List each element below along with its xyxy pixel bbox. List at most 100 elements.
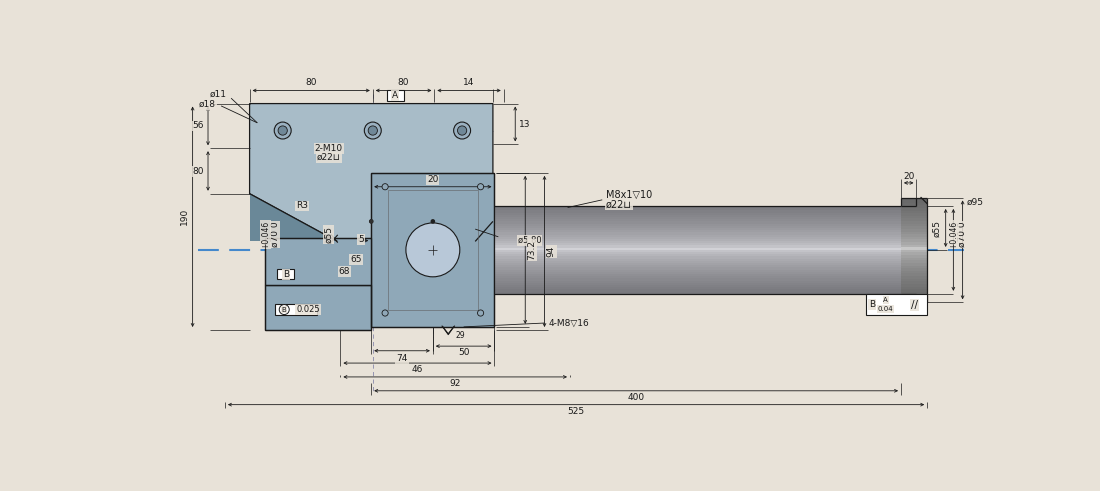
Bar [495, 280, 901, 283]
Bar [901, 252, 927, 255]
Text: 74: 74 [396, 354, 408, 363]
Bar [901, 229, 927, 232]
Bar [495, 265, 901, 268]
Circle shape [382, 310, 388, 316]
Bar [901, 208, 927, 211]
Bar [495, 250, 901, 252]
Circle shape [278, 126, 287, 135]
Circle shape [368, 219, 374, 224]
Text: //: // [911, 300, 917, 309]
Text: 2-M10: 2-M10 [315, 144, 343, 153]
Bar [901, 205, 927, 208]
Bar [901, 258, 927, 260]
Bar [901, 268, 927, 271]
Circle shape [370, 219, 373, 223]
Bar [495, 289, 901, 292]
Text: +0.046: +0.046 [948, 220, 958, 248]
Bar [901, 197, 927, 200]
Bar [495, 219, 901, 221]
Bar [495, 206, 901, 208]
Text: 13: 13 [519, 120, 530, 129]
Text: 14: 14 [463, 79, 475, 87]
Text: ø22⊔: ø22⊔ [606, 199, 632, 210]
Circle shape [368, 126, 377, 135]
Text: 56: 56 [192, 121, 205, 131]
Bar [901, 279, 927, 281]
Text: 0.025: 0.025 [296, 305, 320, 314]
Circle shape [406, 223, 460, 277]
Bar [901, 211, 927, 213]
Text: R3: R3 [296, 201, 308, 211]
Bar [495, 283, 901, 285]
Bar [495, 254, 901, 256]
Bar [495, 252, 901, 254]
Bar [495, 276, 901, 278]
Text: ø55: ø55 [932, 220, 942, 237]
Text: 0.04: 0.04 [878, 306, 893, 312]
Circle shape [458, 126, 466, 135]
Polygon shape [250, 193, 338, 242]
Text: A: A [392, 91, 398, 100]
Circle shape [430, 219, 436, 224]
Bar [901, 295, 927, 297]
Bar [901, 247, 927, 250]
Text: 5: 5 [359, 235, 364, 244]
Text: 20: 20 [427, 175, 439, 185]
Text: 46: 46 [411, 365, 424, 374]
Bar [901, 237, 927, 240]
Bar [901, 266, 927, 268]
Text: 190: 190 [179, 208, 189, 225]
Bar [495, 270, 901, 272]
Bar [866, 294, 927, 315]
Bar [901, 273, 927, 276]
Bar [495, 244, 901, 246]
Text: 94: 94 [547, 246, 556, 257]
Bar [387, 90, 404, 101]
Bar [901, 245, 927, 247]
Bar [495, 261, 901, 263]
Polygon shape [250, 104, 493, 242]
Text: B: B [869, 300, 874, 309]
Bar [495, 213, 901, 215]
Circle shape [453, 122, 471, 139]
Bar [901, 218, 927, 221]
Circle shape [274, 122, 292, 139]
Circle shape [477, 184, 484, 190]
Bar [901, 300, 927, 302]
Bar [495, 268, 901, 270]
Circle shape [477, 310, 484, 316]
Bar [495, 226, 901, 228]
Polygon shape [265, 238, 372, 284]
Text: ø18: ø18 [199, 100, 216, 109]
Bar [495, 223, 901, 226]
Text: ø22⊔: ø22⊔ [317, 153, 341, 162]
Bar [495, 241, 901, 244]
Bar [495, 210, 901, 213]
Text: ø70 0: ø70 0 [271, 221, 279, 247]
Polygon shape [265, 284, 372, 330]
Text: 20: 20 [903, 171, 914, 181]
Bar [495, 221, 901, 223]
Text: 68: 68 [339, 267, 350, 276]
Bar [388, 190, 477, 310]
Text: +0.046: +0.046 [262, 220, 271, 248]
Bar [901, 200, 927, 203]
Bar [901, 271, 927, 273]
Text: ø55: ø55 [324, 226, 333, 243]
Bar [901, 250, 927, 252]
Bar [495, 237, 901, 239]
Bar [495, 235, 901, 237]
Bar [901, 255, 927, 258]
Bar [495, 285, 901, 287]
Bar [901, 284, 927, 287]
Circle shape [279, 304, 289, 315]
Circle shape [382, 184, 388, 190]
Text: 92: 92 [450, 379, 461, 388]
Bar [901, 242, 927, 245]
Bar [495, 217, 901, 219]
Bar [495, 292, 901, 294]
Bar [495, 232, 901, 235]
Text: ø5 80: ø5 80 [517, 236, 541, 245]
Bar [901, 226, 927, 229]
Text: M8x1▽10: M8x1▽10 [606, 190, 652, 199]
